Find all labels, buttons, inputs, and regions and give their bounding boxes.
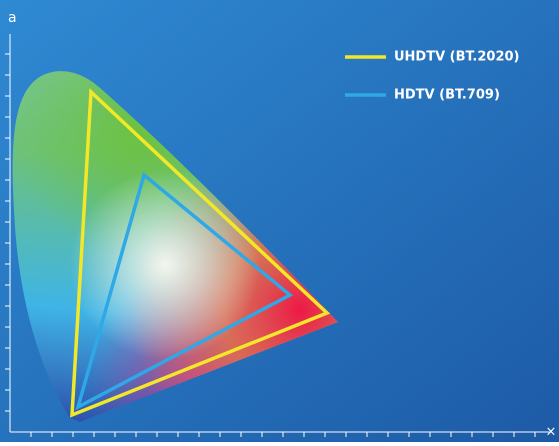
x-axis-label: × (546, 425, 557, 440)
gamut-chart: a × UHDTV (BT.2020) HDTV (BT.709) (0, 0, 559, 442)
legend-label: HDTV (BT.709) (394, 88, 500, 103)
legend-label: UHDTV (BT.2020) (394, 50, 520, 65)
y-axis-label: a (8, 10, 17, 26)
